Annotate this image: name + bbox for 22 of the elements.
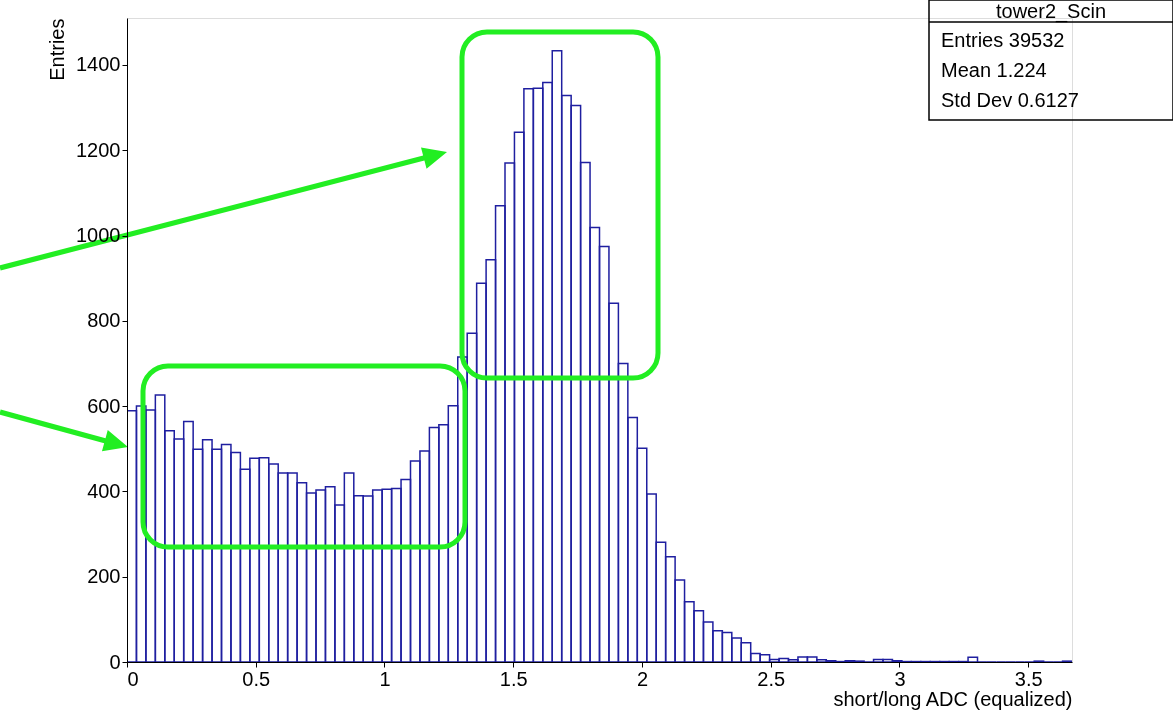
y-tick-label: 800 (87, 309, 121, 332)
x-tick-label: 3.5 (1014, 667, 1043, 690)
y-tick-label: 200 (87, 565, 121, 588)
x-tick-label: 3 (894, 667, 906, 690)
y-axis-title: Entries (46, 18, 69, 81)
annotation: Entries 39532 (941, 29, 1065, 51)
annotation: Mean 1.224 (941, 59, 1047, 81)
y-tick-label: 400 (87, 479, 121, 502)
y-tick-label: 0 (109, 650, 121, 673)
x-tick-label: 0.5 (242, 667, 271, 690)
x-axis-title: short/long ADC (equalized) (833, 687, 1073, 710)
y-tick-label: 600 (87, 394, 121, 417)
y-tick-label: 1200 (76, 138, 121, 161)
x-tick-label: 1.5 (499, 667, 528, 690)
annotation: tower2_Scin (995, 0, 1107, 23)
x-tick-label: 0 (127, 667, 139, 690)
x-tick-label: 2.5 (757, 667, 786, 690)
x-tick-label: 1 (379, 667, 391, 690)
y-tick-label: 1400 (76, 53, 121, 76)
annotation: Std Dev 0.6127 (941, 89, 1079, 111)
x-tick-label: 2 (636, 667, 649, 690)
y-tick-label: 1000 (76, 224, 121, 247)
